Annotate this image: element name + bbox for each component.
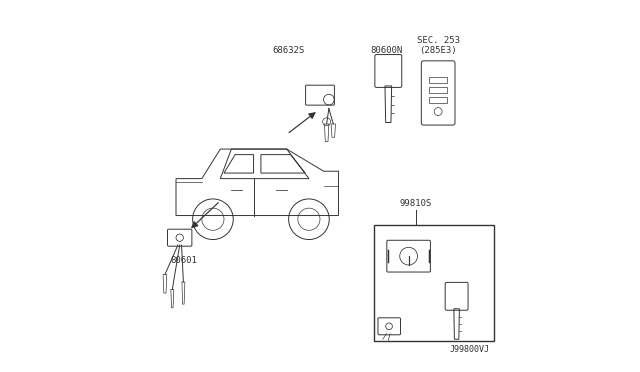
Bar — [429, 77, 447, 83]
Bar — [374, 225, 493, 341]
Text: J99800VJ: J99800VJ — [450, 345, 490, 354]
Text: 99810S: 99810S — [400, 199, 432, 208]
Bar — [429, 87, 447, 93]
Bar — [429, 97, 447, 103]
Text: 68632S: 68632S — [273, 46, 305, 55]
Text: 80600N: 80600N — [371, 46, 403, 55]
Text: 80601: 80601 — [170, 256, 197, 265]
Text: SEC. 253
(285E3): SEC. 253 (285E3) — [417, 36, 460, 55]
